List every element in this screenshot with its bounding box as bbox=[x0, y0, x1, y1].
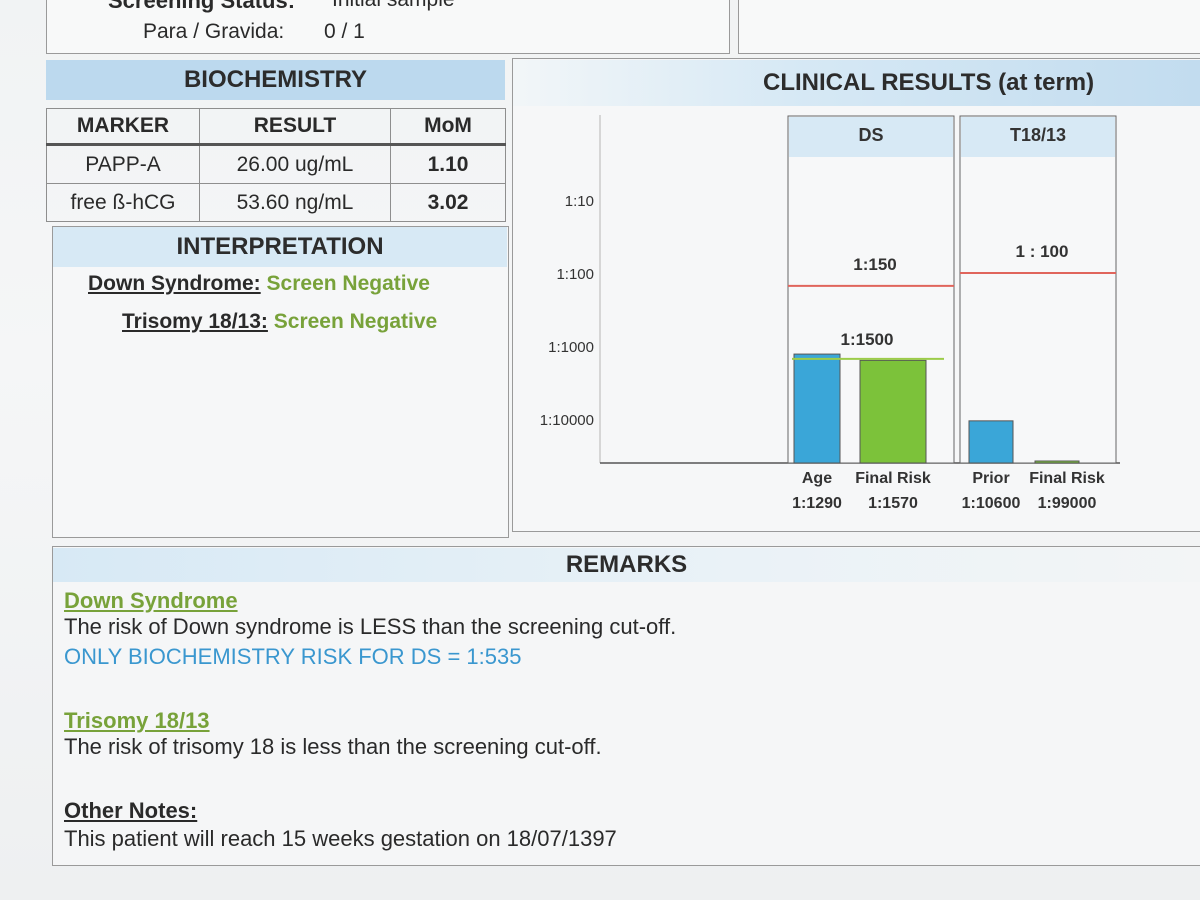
para-gravida-label: Para / Gravida: bbox=[143, 20, 285, 43]
col-mom: MoM bbox=[390, 108, 506, 146]
chart-panel-t18-13 bbox=[959, 115, 1117, 464]
risk-bar-prior bbox=[968, 420, 1014, 464]
bar-label: Age bbox=[802, 470, 832, 487]
mom-cell: 1.10 bbox=[390, 144, 506, 184]
col-result: RESULT bbox=[199, 108, 391, 146]
final-risk-marker-label: 1:1500 bbox=[841, 330, 894, 349]
biochemistry-table: MARKER RESULT MoM PAPP-A 26.00 ug/mL 1.1… bbox=[46, 108, 506, 222]
patient-info-box bbox=[46, 0, 730, 54]
bar-value-label: 1:1290 bbox=[792, 495, 842, 512]
cutoff-label: 1:150 bbox=[853, 255, 896, 274]
chart-panel-title: T18/13 bbox=[1010, 125, 1066, 145]
biochemistry-title: BIOCHEMISTRY bbox=[46, 60, 505, 100]
remark-ds-text: The risk of Down syndrome is LESS than t… bbox=[64, 614, 677, 639]
bar-value-label: 1:99000 bbox=[1038, 495, 1097, 512]
risk-chart: 1:10 1:100 1:1000 1:10000 DS 1:150 Age 1:1290 Fi… bbox=[540, 115, 1120, 512]
remarks-title: REMARKS bbox=[565, 551, 688, 578]
cutoff-label: 1 : 100 bbox=[1016, 242, 1069, 261]
bar-value-label: 1:1570 bbox=[868, 495, 918, 512]
result-cell: 26.00 ug/mL bbox=[199, 144, 391, 184]
interp-ds-label: Down Syndrome: bbox=[88, 272, 261, 295]
screening-status-label: Screening Status: bbox=[108, 0, 296, 13]
screening-status-value: Initial sample bbox=[332, 0, 455, 12]
bar-label: Prior bbox=[972, 470, 1009, 487]
remark-t18-heading: Trisomy 18/13 bbox=[64, 708, 210, 733]
y-tick-label: 1:10 bbox=[565, 193, 594, 210]
remarks-box bbox=[52, 546, 1200, 866]
result-cell: 53.60 ng/mL bbox=[199, 183, 391, 222]
table-row: PAPP-A 26.00 ug/mL 1.10 bbox=[46, 144, 506, 184]
bar-value-label: 1:10600 bbox=[962, 495, 1021, 512]
risk-bar-final-risk bbox=[1034, 460, 1080, 464]
marker-cell: free ß-hCG bbox=[46, 183, 200, 222]
y-tick-label: 1:1000 bbox=[548, 339, 594, 356]
clinical-title-text: CLINICAL RESULTS (at term) bbox=[763, 69, 1095, 96]
table-header-row: MARKER RESULT MoM bbox=[46, 108, 506, 146]
patient-info-box-right bbox=[738, 0, 1200, 54]
mom-cell: 3.02 bbox=[390, 183, 506, 222]
chart-panel-header bbox=[789, 117, 953, 157]
remark-ds-note: ONLY BIOCHEMISTRY RISK FOR DS = 1:535 bbox=[64, 644, 522, 669]
risk-bar-age bbox=[793, 353, 841, 464]
interpretation-box bbox=[52, 226, 509, 538]
bar-label: Final Risk bbox=[855, 470, 931, 487]
chart-panel-header bbox=[961, 117, 1115, 157]
interp-t18-value: Screen Negative bbox=[273, 310, 438, 333]
col-marker: MARKER bbox=[46, 108, 200, 146]
remark-ds-heading: Down Syndrome bbox=[64, 588, 238, 613]
interp-ds-value: Screen Negative bbox=[266, 272, 430, 295]
y-tick-label: 1:10000 bbox=[540, 412, 594, 429]
para-gravida-value: 0 / 1 bbox=[324, 20, 365, 43]
remark-other-heading: Other Notes: bbox=[64, 798, 198, 823]
marker-cell: PAPP-A bbox=[46, 144, 200, 184]
interpretation-title: INTERPRETATION bbox=[53, 227, 507, 267]
bar-label: Final Risk bbox=[1029, 470, 1105, 487]
interp-t18-line: Trisomy 18/13: Screen Negative bbox=[122, 310, 437, 334]
remark-other-text: This patient will reach 15 weeks gestati… bbox=[64, 826, 617, 851]
interp-t18-label: Trisomy 18/13: bbox=[122, 310, 268, 333]
interp-ds-line: Down Syndrome: Screen Negative bbox=[88, 272, 430, 296]
chart-panel-title: DS bbox=[858, 125, 883, 145]
y-tick-label: 1:100 bbox=[556, 266, 594, 283]
clinical-title: CLINICAL RESULTS (at term) bbox=[513, 60, 1200, 106]
remark-t18-text: The risk of trisomy 18 is less than the … bbox=[64, 734, 602, 759]
remarks-title-band: REMARKS bbox=[53, 548, 1200, 582]
risk-bar-final-risk bbox=[859, 359, 927, 464]
table-row: free ß-hCG 53.60 ng/mL 3.02 bbox=[46, 183, 506, 222]
